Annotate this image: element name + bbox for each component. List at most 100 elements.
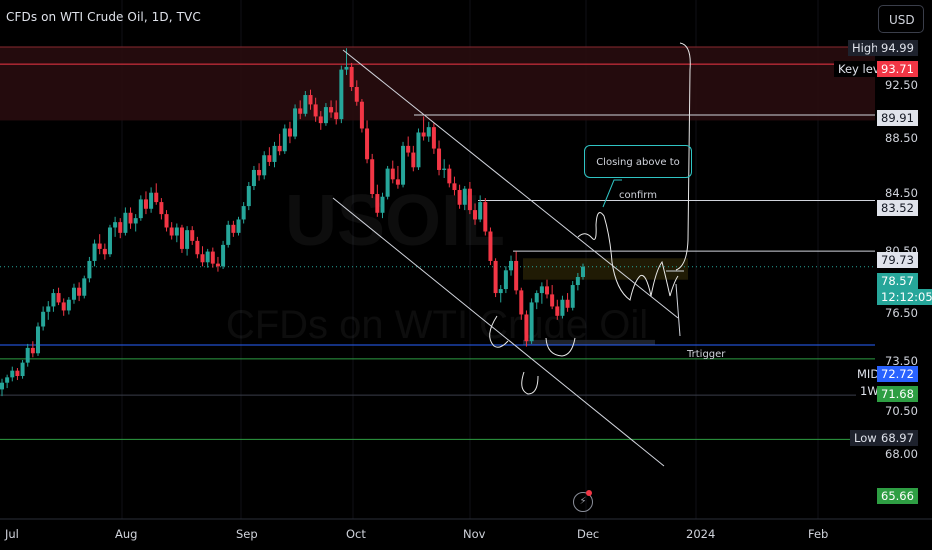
projection-bracket [675,42,691,271]
candle-body [575,277,580,286]
candle-body [118,222,123,233]
candle-body [503,270,508,290]
candle-body [318,116,323,124]
price-tick: 92.50 [885,78,918,92]
candlestick-series [0,48,585,397]
candle-body [519,290,524,315]
candle-body [179,227,184,249]
candle-body [293,108,298,137]
time-tick: Jul [5,527,19,541]
candle-body [370,159,375,195]
candle-body [395,179,400,185]
notification-dot [586,490,592,496]
price-tick: 68.00 [885,447,918,461]
candle-body [149,192,154,209]
candle-body [236,219,241,233]
candle-body [421,132,426,137]
candle-body [359,101,364,129]
candle-body [272,145,277,162]
candle-body [128,212,133,224]
candle-body [498,289,503,294]
currency-button[interactable]: USD [878,5,924,33]
candle-body [51,293,56,307]
high-tag: High [848,40,883,56]
candle-body [570,285,575,308]
candle-body [298,108,303,114]
lightning-icon[interactable]: ⚡ [573,492,593,512]
candle-body [539,286,544,294]
pattern-circle [489,315,509,348]
candle-body [385,168,390,197]
mid-price-label: 72.72 [877,366,918,382]
candle-body [442,168,447,170]
channel-upper-line [342,49,679,319]
candle-body [71,287,76,300]
time-tick: Oct [346,527,366,541]
candle-body [143,199,148,209]
weekly-tag: 1W [856,383,883,399]
candle-body [565,299,570,308]
time-tick: Feb [808,527,829,541]
candle-body [354,87,359,102]
callout-note[interactable]: Closing above to confirm [584,145,692,201]
candle-body [133,218,138,224]
candle-body [138,199,143,219]
watermark-symbol: USOIL [285,181,505,261]
candle-body [5,377,10,383]
callout-pointer [602,179,622,208]
candle-body [15,370,20,377]
time-tick: Dec [577,527,600,541]
candle-body [221,244,226,267]
highlight-zone [523,258,688,280]
high-price-label: 94.99 [877,40,918,56]
last-price-label: 78.57 [877,273,918,289]
candle-body [313,104,318,117]
level-price-label: 79.73 [877,252,918,268]
candle-body [509,260,514,271]
candle-body [210,251,215,264]
candle-body [550,294,555,307]
weekly-price-label: 71.68 [877,386,918,402]
candle-body [282,128,287,152]
candle-body [334,112,339,120]
candle-body [10,370,15,378]
low-tag: Low [850,430,881,446]
price-tick: 73.50 [885,354,918,368]
candle-body [560,299,565,316]
price-tick: 88.50 [885,131,918,145]
pattern-circle [545,337,576,357]
candle-body [437,148,442,170]
drawing-tools[interactable] [332,42,691,467]
candle-body [478,202,483,220]
candle-body [462,188,467,205]
candle-body [241,206,246,220]
candle-body [87,260,92,279]
time-tick: Sep [236,527,258,541]
candle-body [390,168,395,180]
key-level-price-label: 93.71 [877,61,918,77]
candle-body [401,145,406,185]
candle-body [344,66,349,70]
candle-body [416,132,421,168]
level-price-label: 65.66 [877,488,918,504]
candle-body [20,362,25,377]
time-tick: Aug [115,527,138,541]
candle-body [174,227,179,236]
candle-body [431,127,436,149]
candle-body [97,243,102,249]
time-tick: 2024 [686,527,716,541]
candle-body [349,66,354,88]
trigger-text[interactable]: Trtigger [687,349,726,360]
candle-body [113,222,118,228]
candle-body [488,231,493,261]
candle-body [164,214,169,228]
candle-body [323,107,328,124]
time-tick: Nov [463,527,486,541]
bar-countdown-label: 12:12:05 [877,289,932,305]
candle-body [493,260,498,294]
candle-body [0,382,4,390]
candle-body [329,107,334,113]
chart-title[interactable]: CFDs on WTI Crude Oil, 1D, TVC [6,10,201,24]
candle-body [514,260,519,291]
